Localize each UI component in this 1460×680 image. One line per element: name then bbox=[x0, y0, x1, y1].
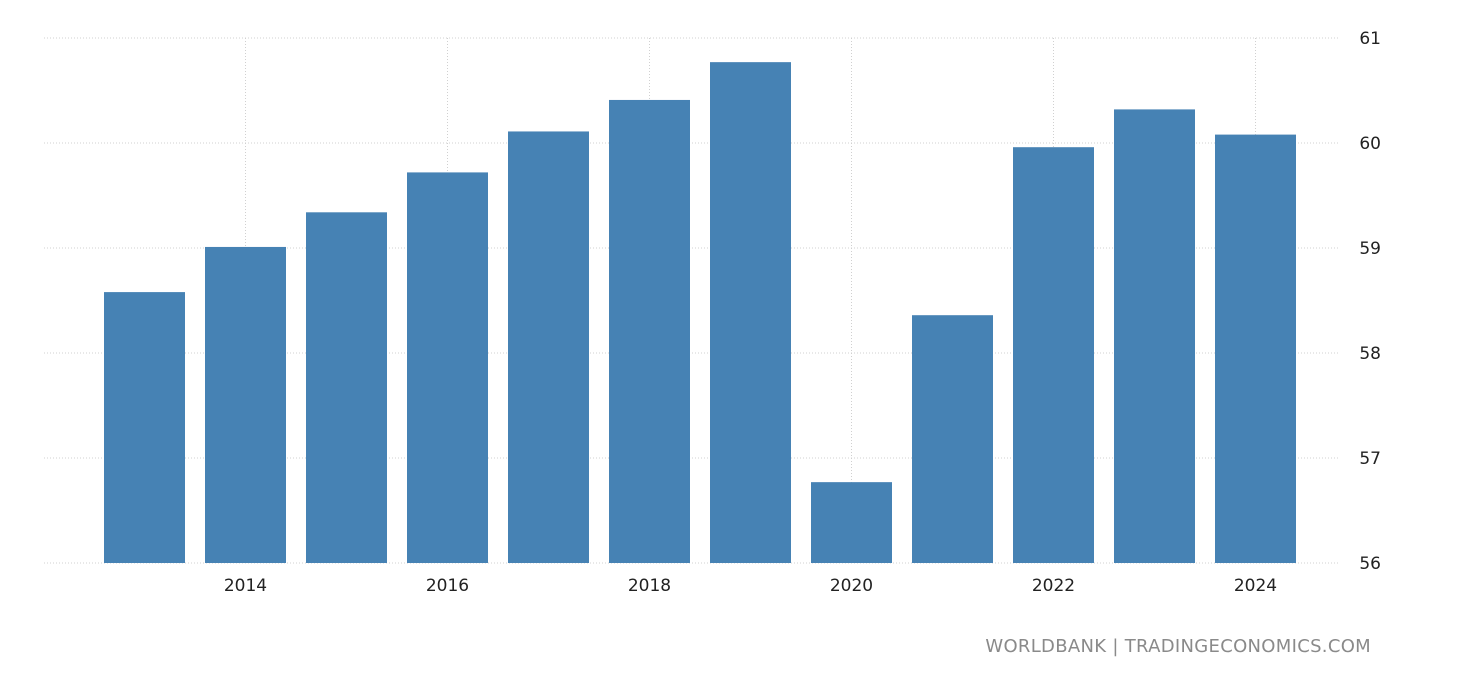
bar-2018 bbox=[609, 99, 690, 563]
y-tick-label: 60 bbox=[1359, 134, 1381, 154]
x-tick-label: 2018 bbox=[628, 576, 671, 596]
y-tick-label: 61 bbox=[1359, 29, 1381, 49]
bar-2014 bbox=[205, 246, 286, 563]
source-attribution: WORLDBANK | TRADINGECONOMICS.COM bbox=[985, 636, 1371, 657]
bars bbox=[104, 62, 1296, 564]
x-axis-ticks: 2014 2016 2018 2020 2022 2024 bbox=[224, 576, 1277, 596]
bar-2019 bbox=[710, 62, 791, 564]
bar-2013 bbox=[104, 292, 185, 563]
bar-2022 bbox=[1013, 147, 1094, 563]
bar-2017 bbox=[508, 131, 589, 563]
bar-2023 bbox=[1114, 109, 1195, 564]
x-tick-label: 2014 bbox=[224, 576, 267, 596]
bar-2020 bbox=[811, 482, 892, 563]
y-tick-label: 57 bbox=[1359, 449, 1381, 469]
y-axis-ticks: 56 57 58 59 60 61 bbox=[1359, 29, 1381, 574]
x-tick-label: 2024 bbox=[1234, 576, 1277, 596]
y-tick-label: 56 bbox=[1359, 554, 1381, 574]
x-tick-label: 2016 bbox=[426, 576, 469, 596]
y-tick-label: 59 bbox=[1359, 239, 1381, 259]
x-tick-label: 2022 bbox=[1032, 576, 1075, 596]
y-tick-label: 58 bbox=[1359, 344, 1381, 364]
bar-2015 bbox=[306, 212, 387, 564]
bar-2016 bbox=[407, 172, 488, 563]
x-tick-label: 2020 bbox=[830, 576, 873, 596]
bar-2024 bbox=[1215, 134, 1296, 563]
bar-2021 bbox=[912, 315, 993, 563]
